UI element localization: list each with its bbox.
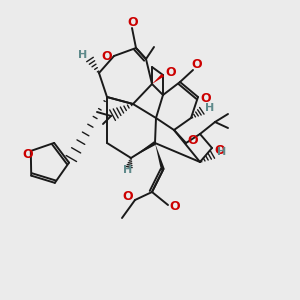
Text: O: O bbox=[188, 134, 198, 146]
Text: O: O bbox=[170, 200, 180, 212]
Text: O: O bbox=[128, 16, 138, 29]
Text: H: H bbox=[78, 50, 88, 60]
Text: O: O bbox=[192, 58, 202, 71]
Polygon shape bbox=[155, 143, 165, 171]
Text: O: O bbox=[102, 50, 112, 62]
Text: O: O bbox=[201, 92, 211, 104]
Text: H: H bbox=[123, 165, 133, 175]
Polygon shape bbox=[152, 74, 164, 84]
Text: O: O bbox=[22, 148, 33, 161]
Text: H: H bbox=[206, 103, 214, 113]
Text: O: O bbox=[166, 67, 176, 80]
Text: O: O bbox=[123, 190, 133, 203]
Polygon shape bbox=[131, 141, 156, 158]
Text: H: H bbox=[218, 147, 226, 157]
Text: O: O bbox=[215, 143, 225, 157]
